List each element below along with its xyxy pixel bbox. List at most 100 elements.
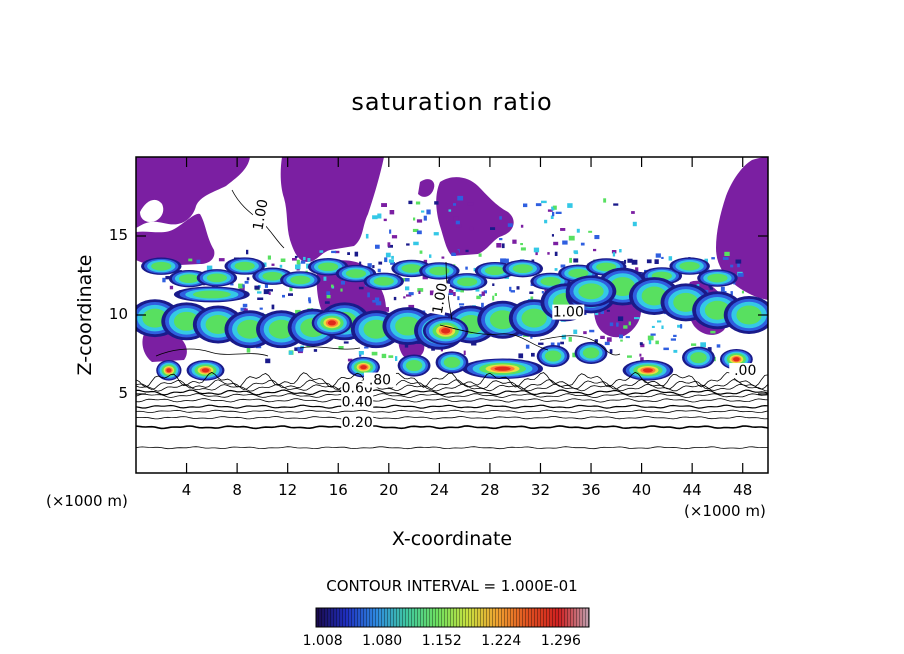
band-layer	[401, 264, 422, 273]
speckle	[405, 286, 410, 291]
speckle	[375, 244, 380, 249]
colorbar-tick-label: 1.008	[302, 633, 343, 649]
speckle	[271, 304, 275, 310]
contour-label: .80	[369, 373, 391, 389]
speckle	[628, 321, 631, 326]
x-unit-right: (×1000 m)	[684, 502, 766, 520]
speckle	[711, 257, 715, 260]
speckle	[724, 251, 730, 256]
speckle	[238, 283, 244, 289]
speckle	[294, 255, 298, 258]
speckle	[619, 249, 622, 253]
speckle	[704, 258, 708, 263]
speckle	[568, 336, 572, 342]
colorbar-stripes	[316, 608, 589, 627]
band-layer	[441, 327, 451, 334]
speckle	[617, 316, 624, 322]
speckle	[418, 290, 421, 294]
speckle	[243, 308, 248, 311]
speckle	[453, 216, 459, 222]
speckle	[550, 215, 554, 219]
x-tick-label: 24	[429, 481, 449, 499]
speckle	[365, 233, 369, 239]
band-layer	[290, 275, 311, 285]
speckle	[383, 218, 387, 222]
speckle	[246, 347, 251, 353]
speckle	[554, 251, 558, 256]
band-layer	[327, 320, 336, 326]
speckle	[429, 254, 432, 258]
speckle	[377, 213, 382, 219]
contour-label-bg	[363, 372, 396, 388]
speckle	[455, 250, 459, 254]
speckle	[389, 229, 392, 234]
band-layer	[568, 268, 589, 278]
speckle	[463, 350, 466, 355]
speckle	[188, 258, 193, 262]
speckle	[640, 357, 644, 361]
band-layer	[166, 368, 172, 373]
x-tick-label: 40	[632, 481, 652, 499]
band-layer	[178, 274, 200, 283]
speckle	[408, 200, 413, 205]
speckle	[307, 258, 311, 262]
speckle	[573, 258, 579, 263]
speckle	[416, 230, 422, 235]
speckle	[303, 256, 306, 260]
speckle	[340, 288, 343, 292]
x-tick-label: 16	[328, 481, 348, 499]
speckle	[340, 280, 345, 285]
band-layer	[578, 283, 604, 300]
speckle	[358, 286, 364, 290]
speckle	[478, 253, 482, 257]
speckle	[673, 334, 677, 337]
colorbar-tick-label: 1.080	[362, 633, 403, 649]
speckle	[393, 296, 397, 301]
speckle	[255, 346, 262, 349]
speckle	[583, 331, 587, 335]
speckle	[338, 346, 344, 350]
speckle	[358, 351, 364, 355]
contour-line	[136, 415, 768, 420]
contour-line	[136, 389, 768, 396]
band-layer	[173, 311, 200, 331]
speckle	[387, 244, 393, 248]
band-layer	[318, 262, 339, 272]
speckle	[651, 325, 655, 328]
speckle	[631, 259, 638, 265]
band-layer	[736, 305, 762, 325]
speckle	[639, 353, 642, 357]
speckle	[512, 239, 517, 244]
speckle	[413, 217, 416, 221]
x-axis-label: X-coordinate	[391, 528, 513, 550]
speckle	[265, 358, 271, 364]
band-layer	[484, 266, 506, 275]
speckle	[606, 337, 612, 342]
speckle	[737, 273, 744, 277]
speckle	[720, 286, 725, 292]
band-layer	[151, 261, 172, 271]
x-tick-label: 4	[181, 481, 192, 499]
x-tick-label: 8	[232, 481, 242, 499]
speckle	[267, 255, 271, 260]
speckle	[364, 346, 369, 349]
band-layer	[521, 308, 547, 328]
band-layer	[582, 347, 600, 359]
plot-area	[136, 157, 768, 473]
speckle	[567, 203, 573, 208]
speckle	[372, 265, 375, 269]
speckle	[288, 350, 293, 355]
speckle	[554, 268, 558, 271]
speckle	[547, 209, 553, 212]
speckle	[282, 294, 285, 298]
band-layer	[641, 286, 667, 306]
y-tick-label: 5	[118, 384, 128, 402]
speckle	[647, 335, 654, 341]
speckle	[531, 352, 535, 357]
speckle	[257, 291, 262, 294]
speckle	[230, 283, 234, 286]
contour-line-upper	[439, 324, 549, 351]
speckle	[296, 259, 300, 265]
contour-label-bg	[729, 363, 762, 379]
